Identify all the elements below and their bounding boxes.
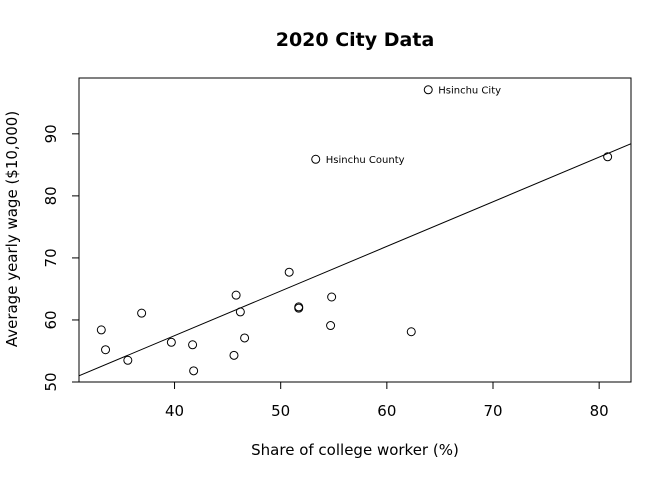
data-point [240, 333, 250, 343]
x-tick-label: 70 [483, 402, 502, 420]
x-tick-label: 40 [165, 402, 184, 420]
y-tick-label: 60 [42, 310, 60, 329]
data-point [188, 340, 198, 350]
data-point [406, 327, 416, 337]
x-axis-label: Share of college worker (%) [251, 441, 459, 459]
x-tick-label: 50 [271, 402, 290, 420]
x-tick-label: 60 [377, 402, 396, 420]
data-point [284, 267, 294, 277]
data-point [123, 355, 133, 365]
data-point [311, 154, 321, 164]
point-label: Hsinchu City [438, 85, 501, 96]
y-tick-label: 70 [42, 248, 60, 267]
x-tick-label: 80 [590, 402, 609, 420]
y-tick-label: 50 [42, 372, 60, 391]
data-point [327, 292, 337, 302]
regression-line [79, 143, 631, 377]
y-tick-label: 80 [42, 186, 60, 205]
data-point [229, 350, 239, 360]
x-axis: 40 50 60 70 80 [165, 381, 609, 420]
y-axis: 50 60 70 80 90 [42, 124, 80, 392]
data-point [326, 321, 336, 331]
point-label: Hsinchu County [326, 155, 405, 166]
data-point [235, 307, 245, 317]
y-axis-label: Average yearly wage ($10,000) [3, 111, 21, 347]
chart-title: 2020 City Data [276, 29, 435, 51]
data-point [189, 366, 199, 376]
data-point [231, 290, 241, 300]
plot-frame [78, 77, 632, 383]
y-tick-label: 90 [42, 124, 60, 143]
data-point [137, 308, 147, 318]
data-point [603, 152, 613, 162]
data-point [96, 325, 106, 335]
data-point [166, 337, 176, 347]
data-point [101, 345, 111, 355]
data-point [294, 303, 304, 313]
data-point [423, 85, 433, 95]
